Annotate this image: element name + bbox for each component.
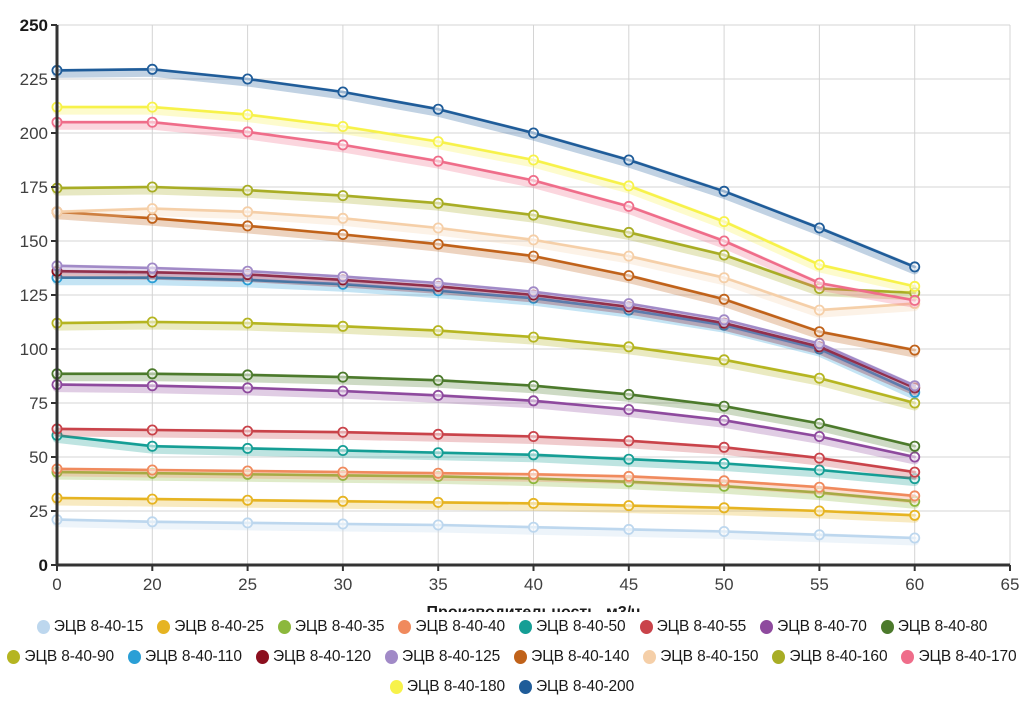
legend-item-label: ЭЦВ 8-40-40: [415, 618, 505, 635]
legend-swatch-icon: [389, 680, 403, 694]
legend-item[interactable]: ЭЦВ 8-40-70: [760, 612, 867, 642]
x-tick-label: 35: [429, 575, 448, 594]
x-tick-label: 25: [238, 575, 257, 594]
legend-item[interactable]: ЭЦВ 8-40-170: [901, 642, 1017, 672]
legend-swatch-icon: [157, 620, 171, 634]
legend-item-label: ЭЦВ 8-40-140: [531, 648, 630, 665]
legend-item[interactable]: ЭЦВ 8-40-15: [36, 612, 144, 642]
legend-item-label: ЭЦВ 8-40-55: [656, 618, 747, 635]
x-tick-label: 30: [333, 575, 352, 594]
legend-item[interactable]: ЭЦВ 8-40-150: [643, 642, 758, 672]
legend-swatch-icon: [519, 680, 532, 694]
y-tick-label: 225: [20, 70, 48, 89]
x-tick-label: 40: [524, 575, 543, 594]
chart-series: [51, 492, 921, 523]
chart-series: [51, 514, 921, 546]
legend-item-label: ЭЦВ 8-40-50: [536, 618, 626, 635]
y-tick-label: 100: [20, 340, 48, 359]
y-tick-label: 25: [29, 502, 48, 521]
x-tick-label: 65: [1001, 575, 1020, 594]
legend-item-label: ЭЦВ 8-40-15: [53, 618, 144, 635]
legend-swatch-icon: [127, 650, 141, 664]
legend-item[interactable]: ЭЦВ 8-40-90: [7, 642, 114, 672]
legend-item-label: ЭЦВ 8-40-150: [660, 648, 759, 665]
y-tick-label: 250: [20, 16, 48, 35]
legend-item-label: ЭЦВ 8-40-80: [897, 618, 988, 635]
y-tick-label: 0: [39, 556, 48, 575]
legend-item[interactable]: ЭЦВ 8-40-50: [519, 612, 626, 642]
legend-item-label: ЭЦВ 8-40-90: [24, 648, 114, 665]
chart-series: [51, 463, 921, 504]
y-tick-label: 125: [20, 286, 48, 305]
legend-swatch-icon: [514, 650, 528, 664]
legend-item-label: ЭЦВ 8-40-70: [777, 618, 867, 635]
y-tick-label: 75: [29, 394, 48, 413]
legend-item[interactable]: ЭЦВ 8-40-40: [398, 612, 505, 642]
chart-series: [51, 423, 921, 480]
legend-item-label: ЭЦВ 8-40-35: [294, 618, 385, 635]
chart-series: [51, 316, 921, 411]
legend-item[interactable]: ЭЦВ 8-40-200: [519, 672, 634, 702]
x-axis-labels: 0 20 25 30 35 40 45 50 55 60 65: [52, 565, 1019, 594]
legend-item-label: ЭЦВ 8-40-200: [536, 678, 635, 695]
legend-item-label: ЭЦВ 8-40-110: [144, 648, 242, 665]
x-tick-label: 50: [715, 575, 734, 594]
legend-swatch-icon: [643, 650, 657, 664]
legend-swatch-icon: [901, 650, 915, 664]
x-tick-label: 0: [52, 575, 61, 594]
chart-series: [51, 101, 921, 294]
legend-item[interactable]: ЭЦВ 8-40-80: [880, 612, 988, 642]
x-tick-label: 55: [810, 575, 829, 594]
legend-swatch-icon: [255, 650, 269, 664]
chart-series-group: [51, 63, 921, 546]
legend-swatch-icon: [760, 620, 774, 634]
legend-swatch-icon: [519, 620, 532, 634]
x-tick-label: 20: [143, 575, 162, 594]
legend-item-label: ЭЦВ 8-40-170: [918, 648, 1017, 665]
x-axis-title: Производительность, м3/ч: [427, 604, 641, 612]
chart-series: [51, 368, 921, 454]
legend-swatch-icon: [36, 620, 50, 634]
legend-item[interactable]: ЭЦВ 8-40-120: [255, 642, 372, 672]
chart-legend: ЭЦВ 8-40-15 ЭЦВ 8-40-25 ЭЦВ 8-40-35 ЭЦВ 8-4…: [0, 612, 1024, 702]
legend-item[interactable]: ЭЦВ 8-40-180: [389, 672, 505, 702]
legend-item[interactable]: ЭЦВ 8-40-35: [277, 612, 385, 642]
y-tick-label: 175: [20, 178, 48, 197]
legend-item-label: ЭЦВ 8-40-160: [789, 648, 888, 665]
y-axis-labels: 0 25 50 75 100 125 150 175 200 225 250: [20, 16, 57, 575]
legend-swatch-icon: [7, 650, 21, 664]
chart-series: [51, 116, 921, 308]
y-tick-label: 150: [20, 232, 48, 251]
legend-item-label: ЭЦВ 8-40-120: [272, 648, 372, 665]
legend-item-label: ЭЦВ 8-40-180: [406, 678, 505, 695]
chart-series: [51, 379, 921, 465]
legend-item[interactable]: ЭЦВ 8-40-110: [127, 642, 242, 672]
legend-item[interactable]: ЭЦВ 8-40-55: [639, 612, 747, 642]
x-tick-label: 45: [619, 575, 638, 594]
legend-item-label: ЭЦВ 8-40-125: [402, 648, 501, 665]
legend-item-label: ЭЦВ 8-40-25: [174, 618, 264, 635]
x-tick-label: 60: [905, 575, 924, 594]
legend-item[interactable]: ЭЦВ 8-40-140: [514, 642, 629, 672]
chart-series: [51, 63, 921, 275]
legend-swatch-icon: [639, 620, 653, 634]
y-tick-label: 200: [20, 124, 48, 143]
legend-item[interactable]: ЭЦВ 8-40-160: [772, 642, 888, 672]
legend-swatch-icon: [772, 650, 786, 664]
legend-swatch-icon: [880, 620, 894, 634]
pump-curve-chart: 0 25 50 75 100 125 150 175 200 225 250 0 20 25 30 35 40 4…: [20, 16, 1020, 612]
legend-swatch-icon: [398, 620, 412, 634]
legend-item[interactable]: ЭЦВ 8-40-125: [385, 642, 500, 672]
legend-item[interactable]: ЭЦВ 8-40-25: [157, 612, 264, 642]
legend-swatch-icon: [277, 620, 291, 634]
chart-series: [51, 203, 921, 318]
y-tick-label: 50: [29, 448, 48, 467]
legend-swatch-icon: [385, 650, 399, 664]
